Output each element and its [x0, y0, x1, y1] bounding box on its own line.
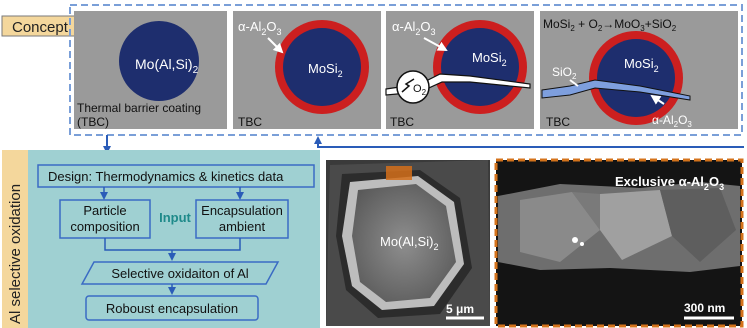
particle-core	[283, 28, 361, 106]
particle-core	[119, 21, 199, 101]
shell-pointer-arrow	[423, 37, 448, 51]
shell-label: α-Al2O3	[652, 113, 692, 129]
design-text: Design: Thermodynamics & kinetics data	[48, 169, 284, 184]
oxygen-label: O2	[413, 83, 427, 97]
particle-core	[597, 39, 675, 117]
robust-text: Roboust encapsulation	[106, 301, 238, 316]
sem-label: Mo(Al,Si)2	[380, 234, 438, 252]
reaction-equation: MoSi2 + O2→MoO3+SiO2	[543, 17, 677, 33]
selective-oxidation-box	[80, 261, 280, 285]
flow-background	[2, 150, 320, 328]
tbc-caption: TBC	[238, 115, 262, 129]
concept-dashed-frame	[69, 4, 743, 136]
shell-pointer-arrow	[650, 94, 665, 105]
particle-line1: Particle	[83, 203, 126, 218]
silica-layer	[541, 79, 691, 101]
core-label: MoSi2	[624, 56, 659, 74]
particle-interior	[352, 184, 456, 302]
tbc-caption-line1: Thermal barrier coating	[77, 101, 201, 115]
core-label: MoSi2	[308, 61, 343, 79]
particle-core	[441, 28, 519, 106]
tem-frame	[494, 158, 744, 328]
tbc-caption: TBC	[390, 115, 414, 129]
panel-crack: α-Al2O3 O2 MoSi2 TBC	[385, 11, 534, 129]
shell-pointer-arrow	[267, 37, 284, 54]
sem-scale-label: 5 μm	[446, 302, 474, 316]
oxygen-arrow-icon	[401, 78, 415, 93]
tbc-caption-line2: (TBC)	[77, 115, 109, 129]
tem-scale-label: 300 nm	[684, 301, 725, 315]
concept-label: Concept	[12, 19, 69, 36]
encap-line2: ambient	[219, 219, 266, 234]
encapsulation-box	[195, 199, 289, 239]
side-tab	[2, 150, 28, 328]
feedback-arrow	[314, 136, 744, 148]
panel-encapsulated: α-Al2O3 MoSi2 TBC	[233, 11, 381, 129]
fib-marker	[386, 166, 412, 180]
shell-label: α-Al2O3	[392, 19, 436, 37]
tem-title: Exclusive α-Al2O3	[615, 174, 724, 192]
core-label: MoSi2	[472, 50, 507, 68]
design-box	[37, 164, 315, 188]
selective-text: Selective oxidaiton of Al	[111, 266, 248, 281]
oxygen-bubble	[396, 70, 430, 104]
tbc-caption: TBC	[546, 115, 570, 129]
side-label: Al selective oxidation	[7, 184, 24, 324]
core-label: Mo(Al,Si)2	[135, 56, 199, 76]
particle-line2: composition	[70, 219, 139, 234]
input-label: Input	[159, 210, 191, 225]
shell-label: α-Al2O3	[238, 19, 282, 37]
silica-pointer	[569, 79, 579, 87]
silica-label: SiO2	[552, 65, 577, 81]
panel-healing: MoSi2 + O2→MoO3+SiO2 SiO2 MoSi2 α-Al2O3 …	[540, 11, 738, 129]
robust-box	[85, 295, 259, 321]
encap-line1: Encapsulation	[201, 203, 283, 218]
panel-mo-al-si: Mo(Al,Si)2 Thermal barrier coating (TBC)	[74, 11, 227, 129]
sem-micrograph: Mo(Al,Si)2 5 μm	[326, 160, 490, 326]
tem-micrograph: Exclusive α-Al2O3 300 nm	[494, 158, 744, 328]
